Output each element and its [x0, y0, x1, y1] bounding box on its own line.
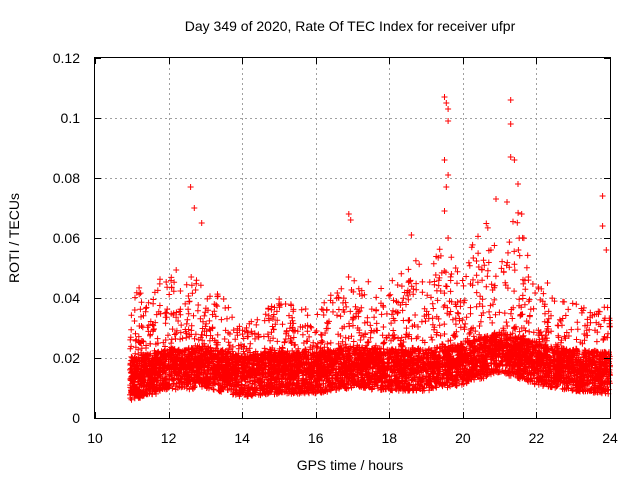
x-axis-label: GPS time / hours: [297, 457, 404, 473]
y-axis-label: ROTI / TECUs: [6, 193, 22, 283]
axis-ticks: [95, 58, 611, 419]
x-tick-label: 14: [234, 430, 250, 446]
plot-frame: [94, 57, 611, 419]
y-tick-label: 0.08: [53, 170, 80, 186]
y-tick-label: 0: [72, 410, 80, 426]
x-tick-label: 24: [602, 430, 618, 446]
x-tick-label: 22: [529, 430, 545, 446]
chart-title: Day 349 of 2020, Rate Of TEC Index for r…: [185, 18, 516, 34]
y-tick-label: 0.12: [53, 50, 80, 66]
y-tick-label: 0.06: [53, 230, 80, 246]
x-tick-label: 10: [87, 430, 103, 446]
data-points: [127, 94, 613, 403]
x-tick-label: 18: [381, 430, 397, 446]
x-tick-label: 20: [455, 430, 471, 446]
x-tick-label: 12: [161, 430, 177, 446]
y-tick-labels: 0 0.02 0.04 0.06 0.08 0.1 0.12: [53, 50, 80, 426]
y-tick-label: 0.02: [53, 350, 80, 366]
y-tick-label: 0.1: [61, 110, 81, 126]
x-tick-labels: 10 12 14 16 18 20 22 24: [87, 430, 618, 446]
x-tick-label: 16: [308, 430, 324, 446]
roti-series-points: [127, 94, 613, 403]
y-tick-label: 0.04: [53, 290, 80, 306]
